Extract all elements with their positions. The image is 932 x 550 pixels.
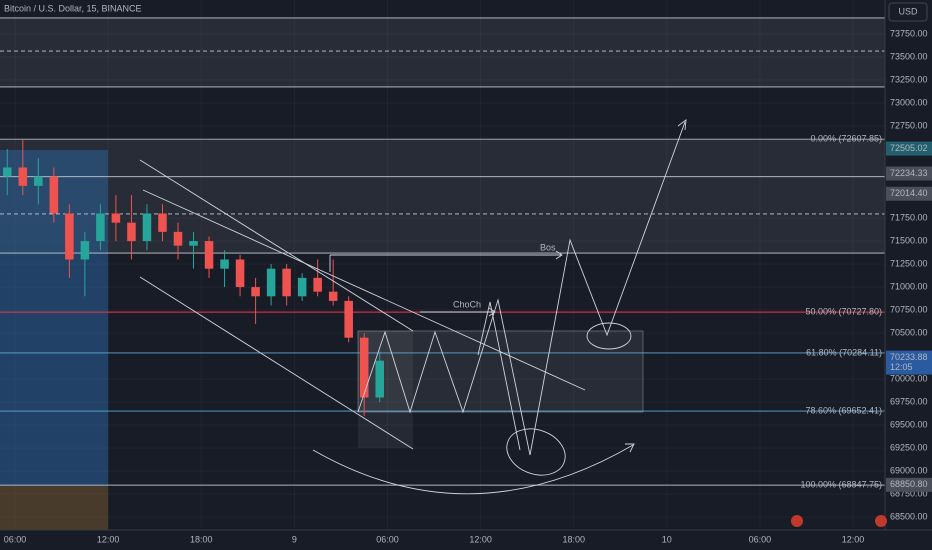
- x-tick-label: 9: [292, 534, 297, 544]
- fib-label: 61.80% (70284.11): [806, 347, 882, 357]
- projection-path: [357, 121, 686, 456]
- candle-body: [266, 268, 276, 297]
- candle-body: [34, 176, 43, 186]
- y-tick-label: 73000.00: [890, 97, 928, 107]
- range-box: [0, 486, 108, 530]
- candle-body: [297, 277, 307, 297]
- event-icon[interactable]: [791, 515, 803, 527]
- axis-labels: 73750.00 73500.00 73250.00 73000.00 72750.00…: [4, 28, 932, 544]
- x-tick-label: 06:00: [4, 534, 27, 544]
- y-tick-label: 69750.00: [890, 396, 928, 406]
- y-tick-label: 69000.00: [890, 465, 928, 475]
- drawings: [139, 119, 687, 495]
- candle-body: [313, 277, 322, 292]
- price-badge: [886, 141, 932, 156]
- candle-body: [359, 337, 369, 398]
- y-tick-label: 71000.00: [890, 281, 928, 291]
- candle-body: [173, 231, 183, 246]
- price-axis: [885, 0, 932, 550]
- levels: 0.00% (72607.85) 50.00% (70727.80) 61.80% …: [0, 17, 885, 489]
- y-tick-label: 69500.00: [890, 419, 928, 429]
- fib-label: 0.00% (72607.85): [810, 134, 882, 144]
- price-badge: [886, 186, 932, 201]
- candle-body: [158, 213, 167, 232]
- y-tick-label: 71250.00: [890, 258, 928, 268]
- y-tick-label: 73750.00: [890, 28, 928, 38]
- y-tick-label: 73250.00: [890, 74, 928, 84]
- y-tick-label: 68750.00: [890, 488, 928, 498]
- fib-label: 78.60% (69652.41): [805, 405, 882, 415]
- y-tick-label: 70500.00: [890, 327, 928, 337]
- price-badge: [886, 350, 932, 375]
- y-tick-label: 69250.00: [890, 442, 928, 452]
- candle-body: [204, 241, 214, 269]
- annotation: Bos: [540, 242, 556, 252]
- fib-label: 100.00% (68847.75): [800, 479, 882, 489]
- y-tick-label: 70750.00: [890, 304, 928, 314]
- currency[interactable]: USD: [898, 6, 918, 16]
- price-badge: [886, 166, 932, 181]
- candle-body: [235, 259, 245, 288]
- candle-body: [49, 176, 59, 214]
- y-tick-label: 71750.00: [890, 212, 928, 222]
- candle-body: [189, 241, 198, 246]
- x-tick-label: 10: [662, 534, 672, 544]
- candle-body: [142, 213, 152, 242]
- arrow-head: [625, 443, 635, 453]
- arrow-head: [555, 250, 563, 260]
- y-tick-label: 68500.00: [890, 511, 928, 521]
- annotation: ChoCh: [453, 299, 481, 309]
- chart-title: Bitcoin / U.S. Dollar, 15, BINANCE: [4, 3, 142, 13]
- price-badge-label: 72234.33: [890, 168, 928, 178]
- candle-body: [220, 259, 229, 269]
- arrow-head: [488, 307, 496, 317]
- circle-mark: [506, 428, 566, 476]
- grid: [0, 0, 885, 530]
- x-tick-label: 18:00: [562, 534, 585, 544]
- candle-body: [111, 213, 121, 223]
- price-badge-label: 70233.88: [890, 352, 928, 362]
- trend-line: [139, 159, 414, 332]
- currency-button[interactable]: [888, 2, 928, 22]
- countdown: 12:05: [890, 362, 913, 372]
- x-tick-label: 12:00: [469, 534, 492, 544]
- x-tick-label: 18:00: [190, 534, 213, 544]
- candle-body: [18, 167, 28, 186]
- trend-line: [139, 276, 414, 450]
- y-tick-label: 72750.00: [890, 120, 928, 130]
- circle-mark: [586, 322, 632, 350]
- price-badge-label: 68850.80: [890, 479, 928, 489]
- candle-body: [80, 241, 90, 260]
- curve-arrow: [312, 444, 634, 495]
- x-tick-label: 06:00: [376, 534, 399, 544]
- candle-body: [3, 167, 12, 177]
- candles: [3, 139, 384, 416]
- trend-line: [142, 189, 586, 391]
- y-tick-label: 71500.00: [890, 235, 928, 245]
- fib-label: 50.00% (70727.80): [805, 307, 882, 317]
- arrow-head: [677, 119, 687, 131]
- zone: [0, 18, 885, 87]
- candle-body: [282, 268, 291, 297]
- candle-body: [96, 213, 105, 242]
- price-badge-label: 72014.40: [890, 188, 928, 198]
- x-tick-label: 12:00: [842, 534, 865, 544]
- candle-body: [127, 222, 136, 242]
- projection-path: [477, 301, 521, 451]
- candle-body: [344, 300, 353, 338]
- x-tick-label: 12:00: [97, 534, 120, 544]
- price-badge: [886, 477, 932, 492]
- candle-body: [328, 291, 338, 301]
- x-tick-label: 06:00: [749, 534, 772, 544]
- y-tick-label: 70000.00: [890, 373, 928, 383]
- candle-body: [251, 287, 260, 297]
- event-icon[interactable]: [875, 515, 887, 527]
- price-badge-label: 72505.02: [890, 143, 928, 153]
- candle-body: [65, 213, 74, 260]
- y-tick-label: 73500.00: [890, 51, 928, 61]
- candle-body: [375, 360, 384, 398]
